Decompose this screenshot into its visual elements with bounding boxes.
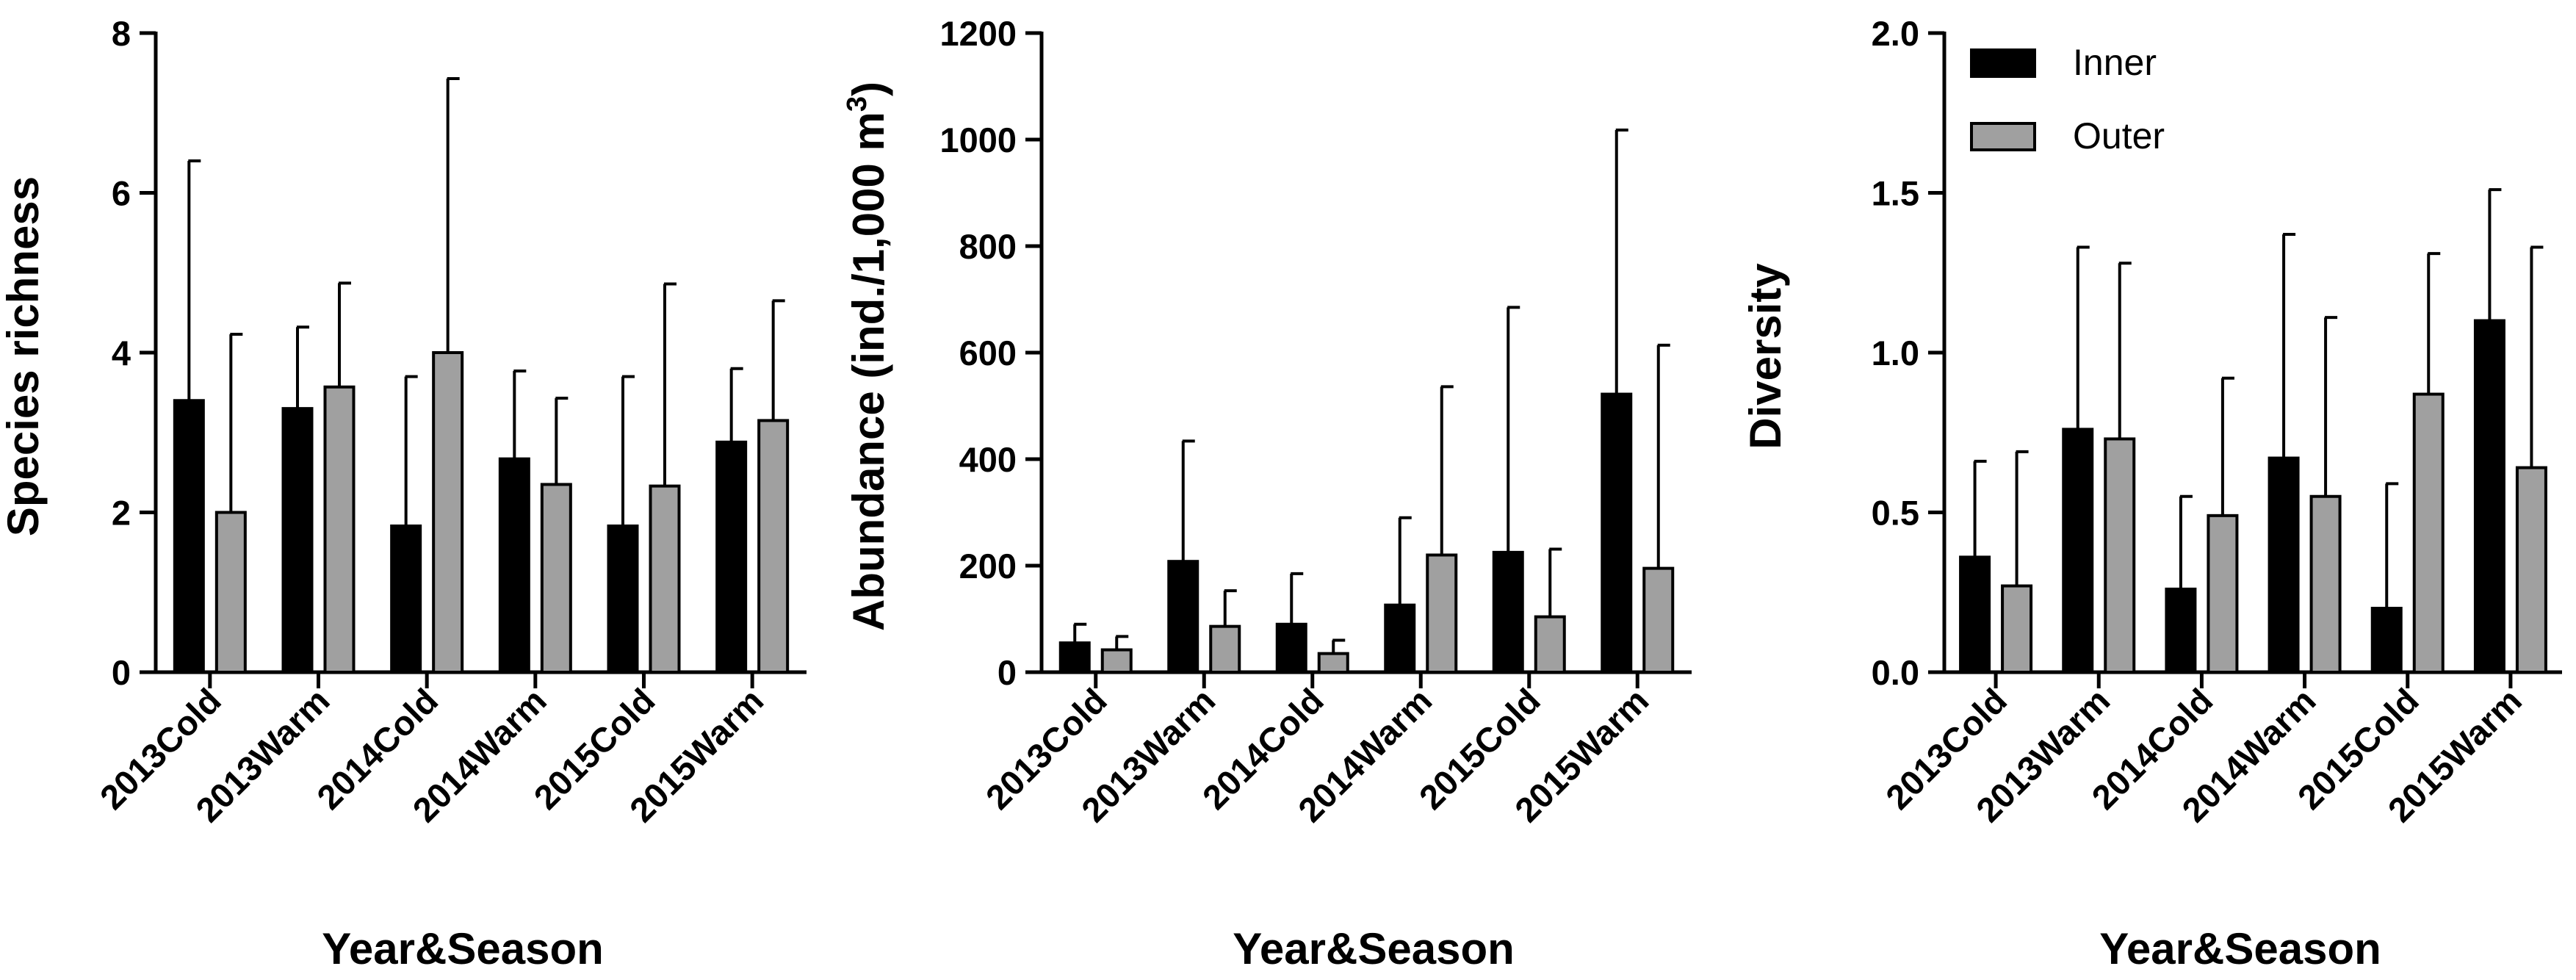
bar-inner-2015warm [715, 440, 748, 674]
bar-outer-2013cold [214, 511, 247, 674]
y-axis-label: Diversity [1741, 263, 1790, 450]
bar-inner-2013warm [2062, 428, 2094, 674]
bar-inner-2013cold [173, 399, 205, 674]
bar-inner-2015cold [1492, 550, 1524, 674]
bar-inner-2014warm [498, 457, 530, 674]
bar-outer-2014cold [2207, 514, 2239, 674]
bar-inner-2015cold [607, 524, 639, 674]
bar-outer-2015warm [1642, 566, 1675, 674]
bar-outer-2013cold [1100, 648, 1133, 674]
y-tick-label: 1.5 [1872, 174, 1919, 213]
bar-outer-2013warm [1209, 624, 1241, 674]
bar-outer-2015cold [2412, 392, 2445, 674]
bar-inner-2015warm [2473, 319, 2505, 674]
bar-outer-2014warm [2309, 494, 2342, 674]
y-tick-label: 2.0 [1872, 14, 1919, 53]
bar-inner-2014warm [2267, 456, 2300, 674]
y-axis-label-tail: ) [844, 82, 893, 96]
y-tick-label: 6 [112, 174, 131, 213]
bar-inner-2013warm [281, 407, 314, 674]
y-tick-label: 1.0 [1872, 334, 1919, 372]
bar-outer-2015cold [649, 484, 681, 674]
chart-panel-2: 0200400600800100012002013Cold2013Warm201… [842, 14, 1692, 973]
bar-inner-2013warm [1167, 560, 1199, 674]
bar-outer-2013warm [2104, 437, 2136, 674]
bar-inner-2013cold [1058, 641, 1091, 674]
bar-outer-2015warm [2515, 466, 2547, 674]
bar-inner-2014warm [1384, 603, 1416, 674]
y-axis-label-text: Abundance (ind./1,000 m [844, 112, 893, 631]
y-tick-label: 200 [959, 547, 1017, 586]
bar-inner-2014cold [1275, 622, 1307, 674]
y-tick-label: 0.0 [1872, 653, 1919, 692]
y-tick-label: 0.5 [1872, 494, 1919, 533]
bar-outer-2014cold [432, 351, 464, 674]
x-axis-label: Year&Season [2099, 924, 2381, 973]
y-tick-label: 400 [959, 440, 1017, 479]
x-axis-label: Year&Season [1233, 924, 1515, 973]
y-tick-label: 0 [997, 653, 1017, 692]
bar-outer-2014cold [1317, 652, 1349, 674]
y-tick-label: 600 [959, 334, 1017, 372]
y-tick-label: 1000 [939, 120, 1017, 159]
y-axis-label: Species richness [0, 176, 48, 536]
y-axis-label: Abundance (ind./1,000 m3) [842, 82, 893, 631]
y-tick-label: 0 [112, 653, 131, 692]
y-tick-label: 1200 [939, 14, 1017, 53]
y-axis-label-text: Diversity [1741, 263, 1790, 450]
legend-swatch-outer [1970, 122, 2036, 151]
bar-outer-2014warm [1426, 553, 1458, 674]
bar-inner-2014cold [390, 524, 422, 674]
bar-outer-2015warm [757, 419, 790, 674]
y-tick-label: 2 [112, 494, 131, 533]
y-axis-label-superscript: 3 [842, 96, 873, 112]
chart-panel-3: 0.00.51.01.52.02013Cold2013Warm2014Cold2… [1741, 14, 2562, 973]
legend: Inner Outer [1970, 42, 2165, 156]
y-tick-label: 800 [959, 227, 1017, 266]
y-axis-label-text: Species richness [0, 176, 48, 536]
bar-inner-2015cold [2370, 607, 2403, 674]
legend-swatch-inner [1970, 48, 2036, 78]
y-tick-label: 4 [112, 334, 131, 372]
legend-label-outer: Outer [2073, 115, 2165, 156]
chart-panel-1: 024682013Cold2013Warm2014Cold2014Warm201… [0, 14, 807, 973]
bar-inner-2015warm [1601, 392, 1633, 674]
bar-outer-2015cold [1534, 615, 1566, 674]
x-axis-label: Year&Season [322, 924, 604, 973]
y-tick-label: 8 [112, 14, 131, 53]
bar-inner-2013cold [1959, 555, 1991, 674]
bar-outer-2013cold [2001, 584, 2033, 674]
bar-outer-2014warm [540, 483, 572, 674]
bar-outer-2013warm [323, 385, 356, 674]
bar-inner-2014cold [2165, 587, 2197, 674]
legend-label-inner: Inner [2073, 42, 2157, 83]
